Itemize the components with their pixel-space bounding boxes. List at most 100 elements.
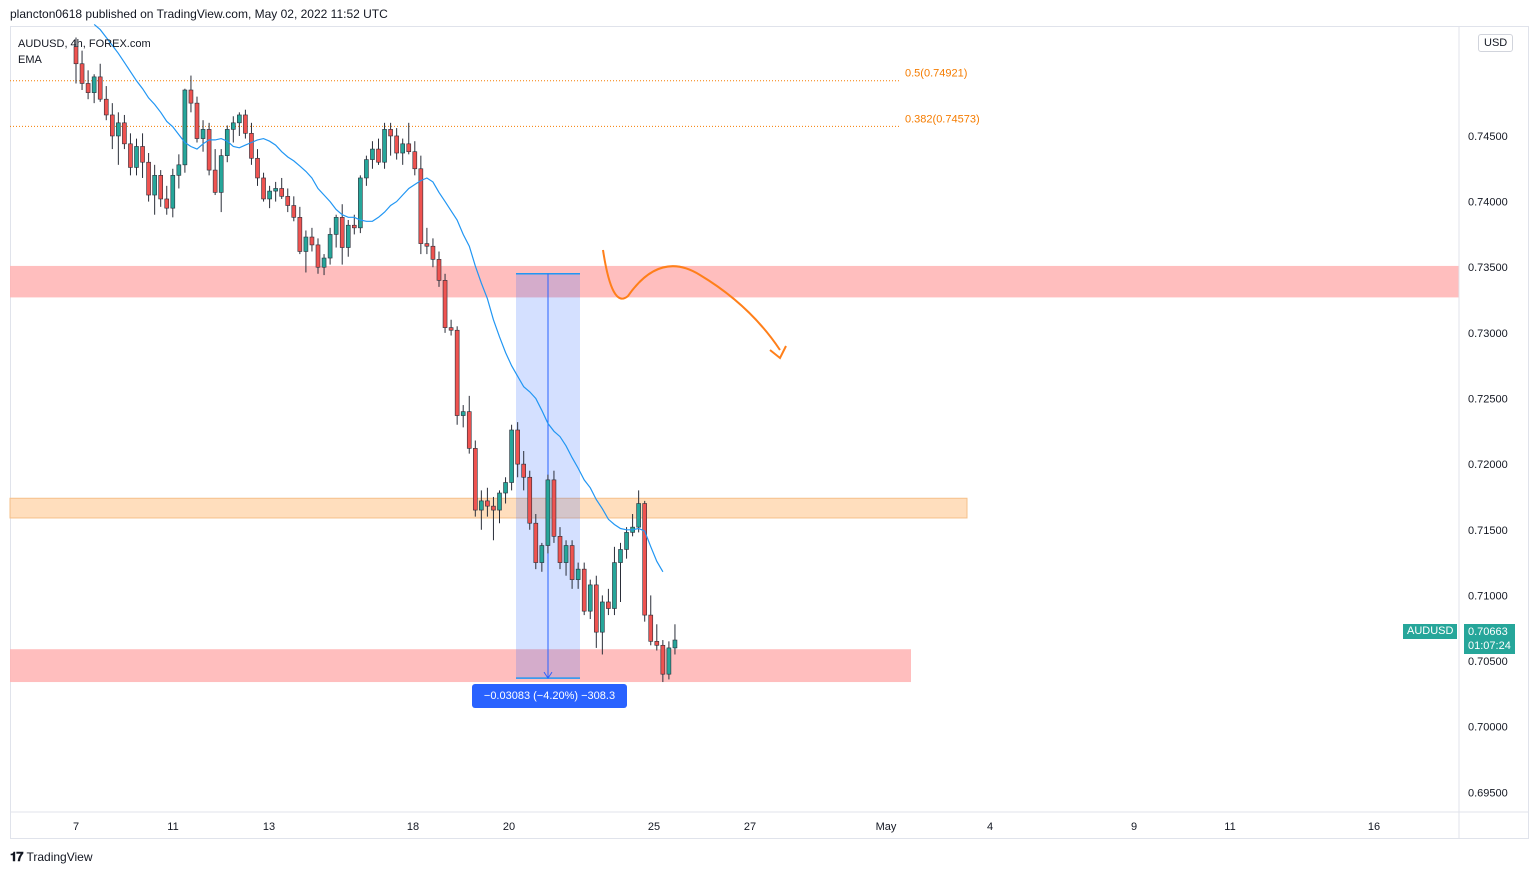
candle	[666, 641, 672, 680]
candle-body	[303, 236, 309, 252]
candle-body	[563, 545, 569, 563]
y-tick-label: 0.72000	[1468, 459, 1508, 471]
candle-body	[327, 234, 333, 259]
candle	[261, 172, 266, 202]
candle	[224, 125, 230, 163]
candle	[394, 128, 399, 160]
candle-body	[309, 236, 315, 246]
x-tick-label: 4	[987, 821, 993, 833]
candles-layer	[73, 37, 678, 683]
price-tag-countdown: 01:07:24	[1468, 640, 1511, 652]
indicator-label[interactable]: EMA	[18, 54, 42, 66]
candle	[279, 177, 285, 199]
candle	[194, 96, 200, 143]
candle-body	[339, 217, 345, 248]
candle	[587, 579, 593, 620]
candle	[333, 214, 339, 248]
x-tick-label: 20	[503, 821, 515, 833]
candle-body	[218, 155, 224, 193]
publisher-header: plancton0618 published on TradingView.co…	[10, 7, 388, 21]
footer-brand[interactable]: 𝟏𝟕 TradingView	[10, 849, 93, 865]
candle	[472, 440, 478, 517]
candle-body	[97, 76, 103, 100]
candle	[406, 122, 412, 155]
resistance-zone-middle	[9, 497, 968, 519]
candle-body	[243, 114, 248, 134]
candle-body	[479, 500, 484, 511]
currency-button[interactable]: USD	[1478, 34, 1514, 52]
candle-body	[600, 601, 605, 633]
y-tick-label: 0.71500	[1468, 525, 1508, 537]
candle	[509, 424, 514, 491]
candle-body	[128, 143, 133, 168]
candle	[515, 422, 520, 478]
candle-body	[200, 129, 206, 139]
candle	[345, 219, 351, 257]
y-tick-label: 0.72500	[1468, 393, 1508, 405]
candle	[575, 562, 581, 589]
candle-body	[569, 545, 575, 580]
candle	[170, 168, 176, 218]
candle	[593, 575, 599, 648]
candle-body	[527, 476, 533, 524]
y-tick-label: 0.74000	[1468, 197, 1508, 209]
candle	[297, 206, 303, 255]
candle-body	[660, 644, 666, 675]
ema-line	[93, 23, 664, 573]
candle-body	[231, 122, 236, 130]
candle	[624, 527, 629, 559]
candle	[418, 155, 424, 255]
candle	[376, 138, 381, 165]
candle	[134, 138, 139, 176]
candle	[412, 141, 418, 176]
candle	[442, 273, 448, 333]
candle-body	[593, 584, 599, 633]
candle-body	[212, 169, 218, 193]
x-tick-label: May	[876, 821, 897, 833]
candle-body	[418, 168, 424, 244]
candle-body	[515, 429, 520, 465]
candle-body	[170, 175, 176, 209]
candle	[527, 470, 533, 530]
candle	[563, 540, 569, 576]
candle-body	[430, 245, 436, 260]
y-tick-label: 0.73000	[1468, 328, 1508, 340]
candle-body	[279, 188, 285, 197]
support-zone-lower	[10, 649, 911, 683]
candle-body	[122, 122, 127, 145]
candle-body	[273, 188, 278, 192]
candle	[200, 120, 206, 152]
candle	[606, 588, 611, 616]
candle	[533, 514, 539, 570]
candle-body	[382, 129, 387, 163]
candle	[503, 477, 508, 504]
candle-body	[448, 327, 454, 331]
candle	[448, 319, 454, 336]
candle	[243, 109, 248, 139]
candle-body	[533, 522, 539, 563]
candle-body	[146, 161, 151, 196]
candle-body	[321, 257, 327, 268]
candle	[400, 138, 406, 165]
tradingview-logo-icon: 𝟏𝟕	[10, 849, 24, 864]
candle	[212, 149, 218, 196]
symbol-title: AUDUSD, 4h, FOREX.com	[18, 38, 151, 50]
candle-body	[551, 479, 557, 537]
candle	[382, 122, 387, 169]
candle	[672, 624, 678, 655]
candle-body	[345, 224, 351, 248]
candle-body	[581, 568, 587, 612]
candle-body	[255, 157, 260, 179]
candle-body	[182, 89, 188, 166]
candle-body	[358, 177, 363, 229]
candle-body	[206, 129, 212, 171]
candle	[364, 155, 369, 186]
candle-body	[152, 175, 157, 196]
y-tick-label: 0.73500	[1468, 262, 1508, 274]
candle	[188, 75, 194, 113]
candle-body	[648, 614, 654, 642]
candle	[642, 500, 648, 622]
candle	[273, 181, 278, 202]
measure-arrowhead	[543, 671, 553, 680]
